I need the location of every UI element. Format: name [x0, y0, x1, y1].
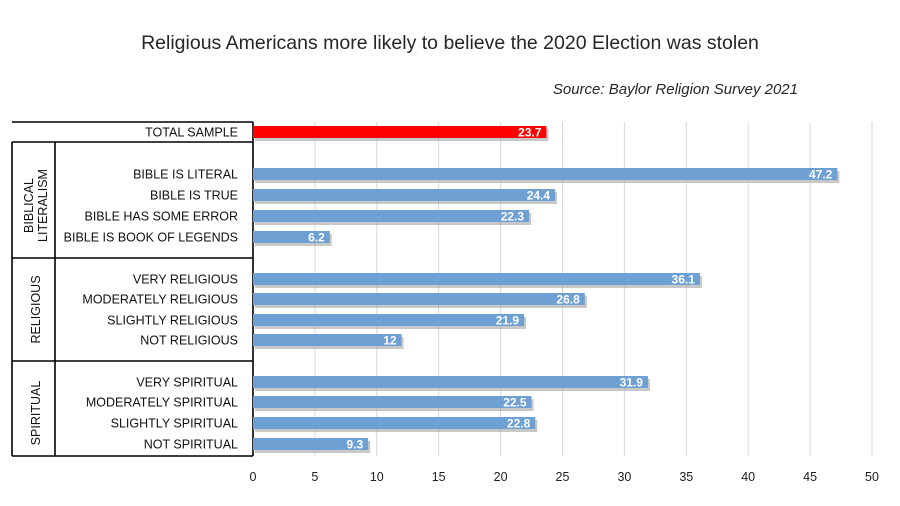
x-tick-label: 5: [311, 470, 318, 484]
bar: [253, 396, 532, 408]
x-tick-label: 20: [494, 470, 508, 484]
category-label: BIBLE HAS SOME ERROR: [84, 210, 238, 224]
data-label: 9.3: [346, 438, 363, 452]
bar: [253, 168, 838, 180]
x-axis-ticks: 0 5 10 15 20 25 30 35 40 45 50: [250, 470, 879, 484]
bar: [253, 189, 556, 201]
data-label: 12: [383, 334, 397, 348]
data-label: 47.2: [809, 168, 833, 182]
category-labels: TOTAL SAMPLE BIBLICALLITERALISM BIBLE IS L…: [22, 126, 238, 452]
x-tick-label: 25: [556, 470, 570, 484]
category-label: SLIGHTLY RELIGIOUS: [107, 314, 238, 328]
x-tick-label: 45: [803, 470, 817, 484]
data-label: 36.1: [672, 273, 696, 287]
x-tick-label: 0: [250, 470, 257, 484]
data-label: 6.2: [308, 231, 325, 245]
x-tick-label: 35: [679, 470, 693, 484]
data-label: 31.9: [620, 376, 644, 390]
x-tick-label: 15: [432, 470, 446, 484]
data-label: 26.8: [556, 293, 580, 307]
category-label: TOTAL SAMPLE: [145, 126, 238, 140]
data-label: 22.5: [503, 396, 527, 410]
x-tick-label: 10: [370, 470, 384, 484]
bar: [253, 314, 525, 326]
category-label: NOT SPIRITUAL: [144, 438, 238, 452]
category-label: VERY SPIRITUAL: [136, 376, 238, 390]
x-tick-label: 50: [865, 470, 879, 484]
bar: [253, 231, 330, 243]
bar: [253, 210, 530, 222]
data-label: 21.9: [496, 314, 520, 328]
category-label: MODERATELY RELIGIOUS: [82, 293, 238, 307]
bar: [253, 273, 700, 285]
bar: [253, 293, 585, 305]
data-label: 22.3: [501, 210, 525, 224]
category-label: SLIGHTLY SPIRITUAL: [111, 417, 238, 431]
category-label: MODERATELY SPIRITUAL: [86, 396, 238, 410]
category-label: BIBLE IS TRUE: [150, 189, 238, 203]
x-tick-label: 40: [741, 470, 755, 484]
category-label: VERY RELIGIOUS: [133, 273, 238, 287]
group-label: RELIGIOUS: [29, 275, 43, 343]
bar: [253, 126, 547, 138]
chart-source: Source: Baylor Religion Survey 2021: [552, 81, 798, 98]
chart-title: Religious Americans more likely to belie…: [141, 32, 759, 54]
bar: [253, 376, 648, 388]
bars: 23.7 47.2 24.422.3 6.2 36.1 26.8 21.9 12 31.9 22.…: [253, 126, 840, 453]
data-label: 24.4: [527, 189, 551, 203]
x-tick-label: 30: [617, 470, 631, 484]
bar: [253, 438, 369, 450]
data-label: 22.8: [507, 417, 531, 431]
data-label: 23.7: [518, 126, 542, 140]
group-label: BIBLICALLITERALISM: [22, 169, 50, 242]
bar: [253, 417, 536, 429]
bar: [253, 334, 402, 346]
category-label: NOT RELIGIOUS: [140, 334, 238, 348]
category-label: BIBLE IS BOOK OF LEGENDS: [64, 231, 238, 245]
group-label: SPIRITUAL: [29, 381, 43, 446]
category-label: BIBLE IS LITERAL: [133, 168, 238, 182]
